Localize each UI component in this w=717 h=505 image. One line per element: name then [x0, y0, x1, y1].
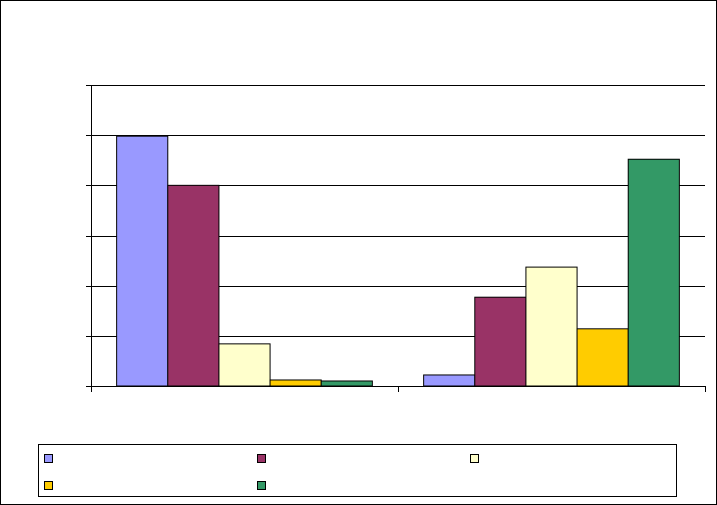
bar — [474, 296, 527, 387]
bar — [167, 184, 220, 387]
legend-swatch — [470, 454, 479, 463]
bar — [320, 380, 373, 387]
legend-swatch — [44, 481, 53, 490]
bar — [423, 374, 476, 387]
legend-swatch — [257, 481, 266, 490]
bar — [269, 379, 322, 387]
bar — [576, 328, 629, 387]
bar — [116, 135, 169, 387]
legend-swatch — [257, 454, 266, 463]
bar — [218, 343, 271, 387]
legend-swatch — [44, 454, 53, 463]
bar — [627, 158, 680, 387]
bar — [525, 266, 578, 387]
legend-box — [38, 444, 677, 497]
